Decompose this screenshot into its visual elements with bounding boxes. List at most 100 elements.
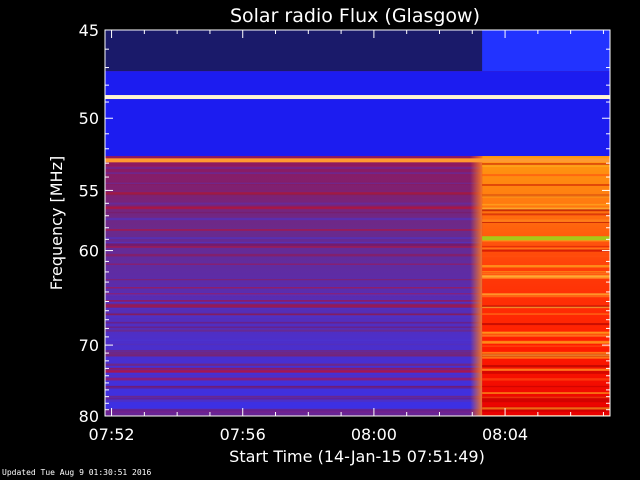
texture-stripe: [105, 217, 483, 221]
texture-stripe: [105, 351, 483, 355]
burst-texture-stripe: [482, 368, 610, 371]
burst-texture-stripe: [482, 409, 610, 412]
texture-stripe: [105, 279, 483, 281]
texture-stripe: [105, 409, 483, 412]
burst-texture-stripe: [482, 221, 610, 223]
burst-texture-stripe: [482, 345, 610, 348]
burst-texture-stripe: [482, 293, 610, 295]
texture-stripe: [105, 385, 483, 389]
texture-stripe: [105, 301, 483, 305]
texture-stripe: [105, 172, 483, 174]
burst-texture-stripe: [482, 294, 610, 298]
texture-stripe: [105, 245, 483, 248]
burst-texture-stripe: [482, 305, 610, 308]
y-axis-label: Frequency [MHz]: [47, 156, 66, 290]
burst-texture-stripe: [482, 246, 610, 248]
texture-stripe: [105, 206, 483, 210]
burst-texture-stripe: [482, 249, 610, 252]
burst-texture-stripe: [482, 272, 610, 275]
burst-texture-stripe: [482, 239, 610, 242]
low-band-blue: [105, 71, 610, 157]
texture-stripe: [105, 304, 483, 308]
y-tick-label: 50: [79, 109, 99, 128]
burst-texture-stripe: [482, 174, 610, 177]
burst-texture-stripe: [482, 392, 610, 394]
texture-stripe: [105, 377, 483, 381]
texture-stripe: [105, 326, 483, 329]
texture-stripe: [105, 263, 483, 265]
burst-texture-stripe: [482, 271, 610, 273]
texture-stripe: [105, 410, 483, 414]
texture-stripe: [105, 374, 483, 377]
texture-stripe: [105, 321, 483, 324]
burst-texture-stripe: [482, 195, 610, 198]
burst-texture-stripe: [482, 365, 610, 368]
emission-line: [105, 158, 610, 163]
emission-line: [105, 95, 610, 100]
burst-texture-stripe: [482, 194, 610, 197]
burst-texture-stripe: [482, 323, 610, 326]
x-tick-label: 07:52: [89, 425, 135, 444]
x-axis-label: Start Time (14-Jan-15 07:51:49): [229, 447, 485, 466]
burst-onset-edge: [470, 156, 483, 416]
burst-texture-stripe: [482, 371, 610, 374]
spectrogram-image: [105, 30, 610, 416]
texture-stripe: [105, 395, 483, 398]
burst-texture-stripe: [482, 255, 610, 258]
texture-stripe: [105, 328, 483, 331]
texture-stripe: [105, 355, 483, 357]
burst-texture-stripe: [482, 335, 610, 337]
texture-stripe: [105, 253, 483, 257]
burst-texture-stripe: [482, 354, 610, 356]
texture-stripe: [105, 166, 483, 169]
texture-stripe: [105, 211, 483, 214]
y-tick-label: 60: [79, 242, 99, 261]
texture-stripe: [105, 294, 483, 297]
burst-texture-stripe: [482, 203, 610, 206]
x-tick-label: 08:04: [482, 425, 528, 444]
texture-stripe: [105, 313, 483, 315]
burst-texture-stripe: [482, 340, 610, 343]
burst-texture-stripe: [482, 207, 610, 210]
burst-texture-stripe: [482, 341, 610, 344]
texture-stripe: [105, 339, 483, 342]
texture-stripe: [105, 243, 483, 247]
burst-texture-stripe: [482, 396, 610, 399]
burst-texture-stripe: [482, 275, 610, 279]
texture-stripe: [105, 399, 483, 402]
burst-low-band: [482, 30, 610, 72]
burst-texture-stripe: [482, 164, 610, 167]
texture-stripe: [105, 368, 483, 370]
burst-texture-stripe: [482, 356, 610, 359]
texture-stripe: [105, 241, 483, 244]
x-tick-label: 08:00: [351, 425, 397, 444]
texture-stripe: [105, 350, 483, 352]
burst-texture-stripe: [482, 214, 610, 216]
texture-stripe: [105, 300, 483, 302]
burst-texture-stripe: [482, 184, 610, 186]
texture-stripe: [105, 397, 483, 400]
burst-texture-stripe: [482, 265, 610, 268]
burst-texture-stripe: [482, 242, 610, 246]
burst-texture-stripe: [482, 247, 610, 250]
burst-texture-stripe: [482, 400, 610, 403]
texture-stripe: [105, 307, 483, 309]
texture-stripe: [105, 193, 483, 195]
texture-stripe: [105, 229, 483, 231]
burst-texture-stripe: [482, 398, 610, 400]
y-tick-label: 45: [79, 21, 99, 40]
y-tick-label: 55: [79, 181, 99, 200]
updated-timestamp: Updated Tue Aug 9 01:30:51 2016: [2, 468, 152, 477]
texture-stripe: [105, 354, 483, 356]
texture-stripe: [105, 314, 483, 318]
burst-texture-stripe: [482, 208, 610, 212]
plot-frame: [104, 29, 611, 417]
burst-texture-stripe: [482, 306, 610, 309]
texture-stripe: [105, 202, 483, 205]
burst-texture-stripe: [482, 378, 610, 381]
burst-texture-stripe: [482, 313, 610, 315]
y-tick-label: 80: [79, 407, 99, 426]
